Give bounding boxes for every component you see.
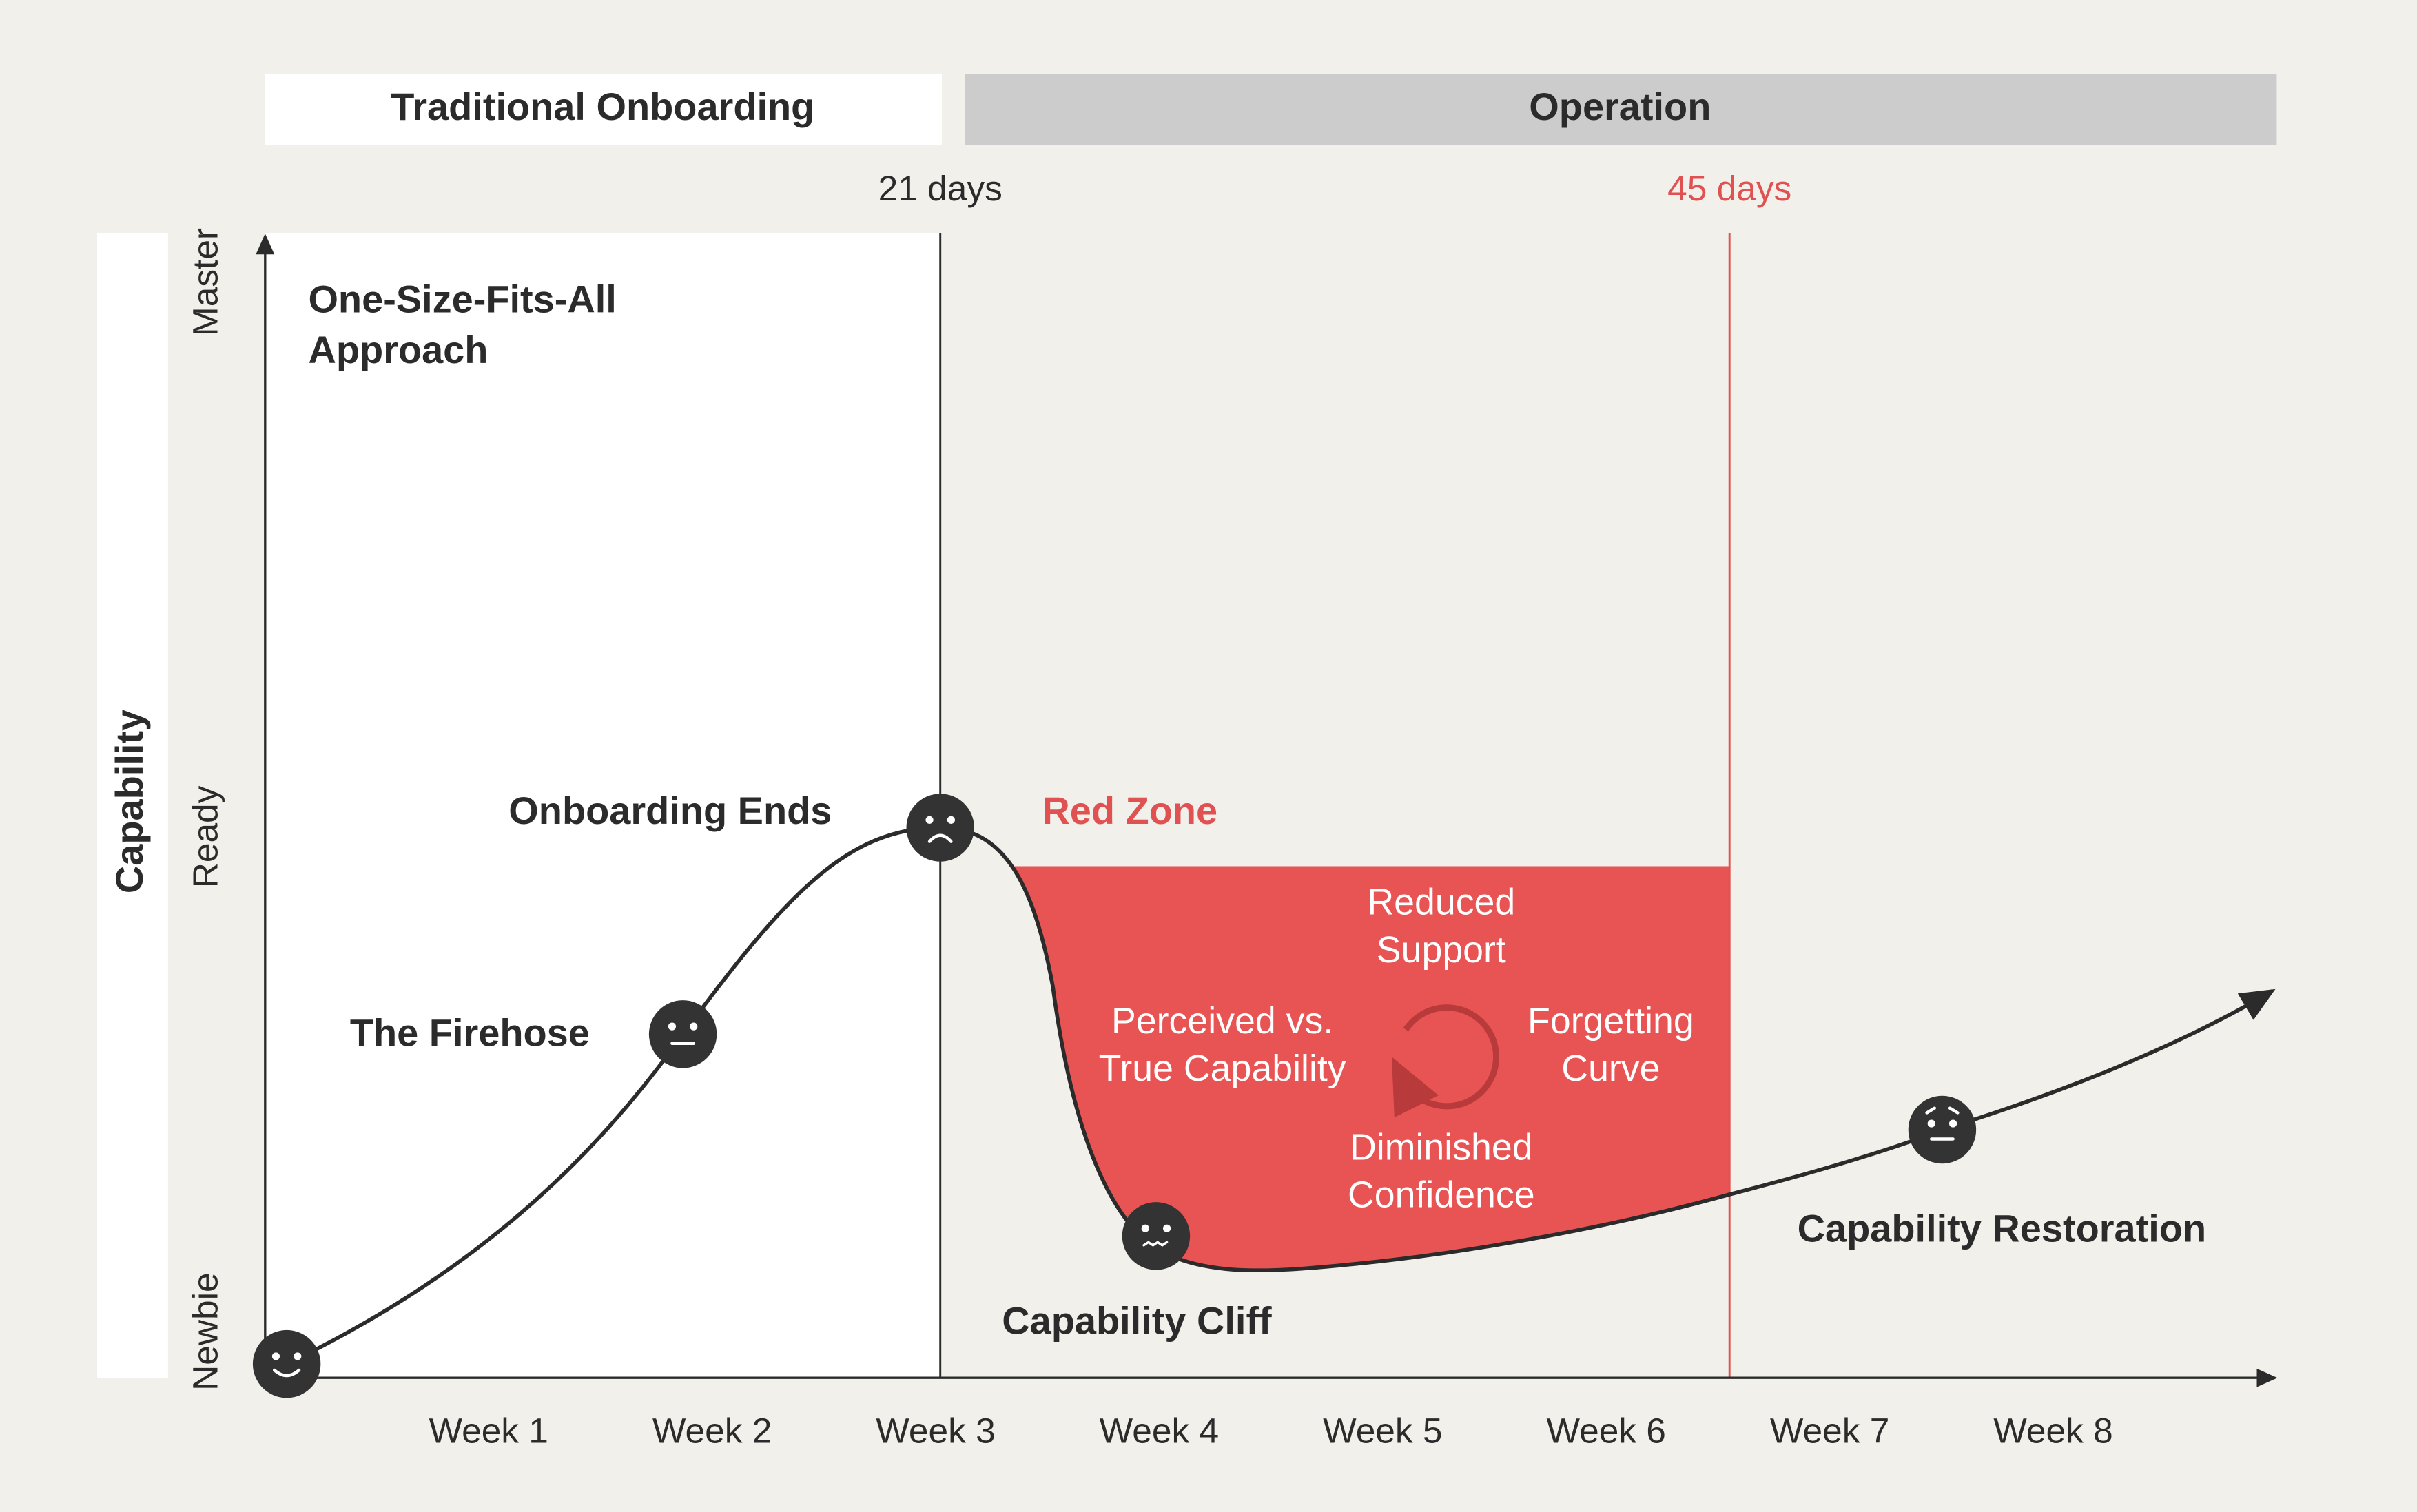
annotation: One-Size-Fits-All: [308, 277, 616, 320]
phase-label: Operation: [1529, 85, 1711, 128]
phase-bar: [265, 74, 942, 145]
annotation: Approach: [308, 328, 488, 371]
cycle-arrow: [1391, 1004, 1499, 1118]
x-label: Week 3: [876, 1410, 995, 1450]
annotation: Onboarding Ends: [508, 789, 832, 832]
x-label: Week 6: [1546, 1410, 1665, 1450]
annotation: Capability Cliff: [1002, 1299, 1272, 1343]
x-label: Week 2: [652, 1410, 772, 1450]
face-features: [271, 816, 1960, 1378]
phase-label: Traditional Onboarding: [391, 85, 814, 128]
red-zone: [1009, 866, 1730, 1271]
x-label: Week 8: [1993, 1410, 2112, 1450]
milestone-label: 21 days: [878, 168, 1002, 208]
y-level: Master: [185, 228, 225, 336]
onboarding-area: [265, 232, 940, 1378]
x-label: Week 5: [1323, 1410, 1442, 1450]
factor: True Capability: [1099, 1048, 1346, 1089]
factor: Curve: [1561, 1048, 1660, 1089]
annotation: The Firehose: [350, 1011, 590, 1054]
milestone-label: 45 days: [1667, 168, 1791, 208]
x-label: Week 1: [429, 1410, 548, 1450]
x-label: Week 7: [1770, 1410, 1889, 1450]
factor: Perceived vs.: [1111, 1000, 1333, 1042]
y-axis-title: Capability: [107, 710, 151, 893]
factor: Forgetting: [1528, 1000, 1694, 1042]
x-label: Week 4: [1100, 1410, 1219, 1450]
y-title-strip: [96, 232, 168, 1378]
annotation: Capability Restoration: [1798, 1206, 2207, 1250]
y-level: Ready: [185, 785, 225, 888]
phase-bar: [965, 74, 2277, 145]
factor: Confidence: [1348, 1174, 1535, 1216]
factor: Support: [1377, 929, 1506, 971]
factor: Diminished: [1350, 1126, 1533, 1168]
y-level: Newbie: [185, 1272, 225, 1391]
factor: Reduced: [1367, 882, 1515, 923]
annotation: Red Zone: [1042, 789, 1217, 832]
